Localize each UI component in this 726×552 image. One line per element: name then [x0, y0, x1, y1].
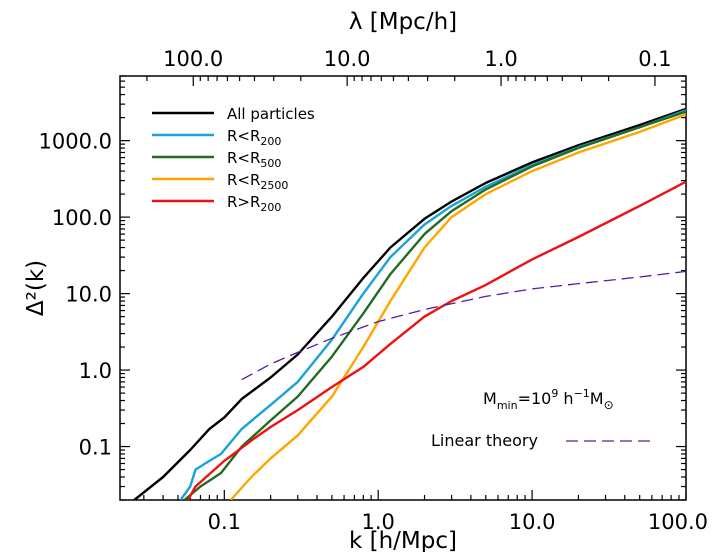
- x-tick-label: 100.0: [648, 510, 708, 534]
- series-line-all-particles: [133, 107, 686, 500]
- y-tick-label: 100.0: [52, 206, 112, 230]
- x-axis-title: k [h/Mpc]: [349, 528, 457, 552]
- x-tick-label: 1.0: [362, 510, 395, 534]
- series-line-r-r200: [179, 109, 686, 500]
- mass-threshold-annotation: Mmin=109 h−1M⊙: [483, 387, 614, 412]
- y-tick-label: 1.0: [79, 359, 112, 383]
- top-tick-label: 0.1: [638, 47, 671, 71]
- annotation-block: Mmin=109 h−1M⊙ Linear theory: [431, 387, 656, 450]
- top-tick-label: 10.0: [324, 47, 371, 71]
- y-tick-label: 10.0: [65, 283, 112, 307]
- x-tick-label: 0.1: [208, 510, 241, 534]
- x-tick-label: 10.0: [509, 510, 556, 534]
- legend-label: R<R500: [227, 149, 281, 170]
- top-tick-label: 1.0: [484, 47, 517, 71]
- series-line-r-r500: [183, 110, 686, 500]
- legend-label: All particles: [227, 105, 315, 123]
- axes: 0.1 1.0 10.0 100.0 100.0 10.0 1.0 0.1 0.1 1.0 10.0…: [23, 9, 708, 552]
- legend-label: R>R200: [227, 193, 281, 214]
- legend-label: R<R2500: [227, 171, 288, 192]
- series-line-r-r2500: [229, 113, 686, 500]
- y-tick-label: 1000.0: [39, 130, 112, 154]
- legend-label: R<R200: [227, 127, 281, 148]
- plot-frame: [119, 75, 687, 501]
- top-tick-label: 100.0: [163, 47, 223, 71]
- linear-theory-legend-label: Linear theory: [431, 431, 538, 450]
- top-axis-title: λ [Mpc/h]: [349, 9, 457, 35]
- series-line-linear-theory: [241, 270, 686, 381]
- series-lines: [133, 107, 686, 500]
- y-tick-label: 0.1: [79, 436, 112, 460]
- y-axis-title: Δ²(k): [23, 260, 49, 316]
- series-line-r-r200: [186, 180, 686, 500]
